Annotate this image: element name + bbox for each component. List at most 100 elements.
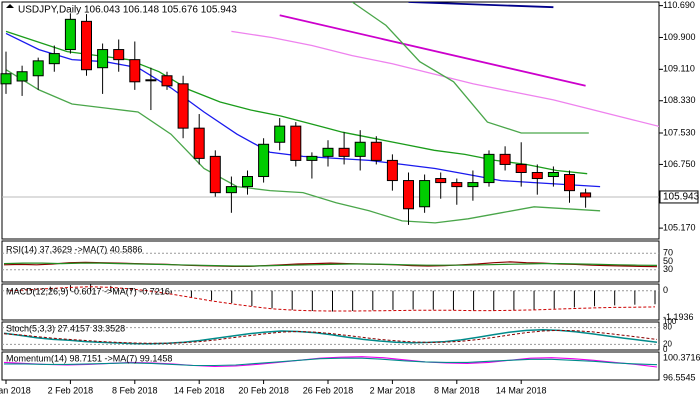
candle-body [306, 155, 318, 161]
rsi-axis-label: 50 [663, 256, 673, 266]
candle-body [419, 180, 431, 208]
momentum-axis-label: 96.5545 [663, 373, 696, 383]
stoch-line [3, 329, 658, 345]
candle-body [274, 125, 286, 143]
candle [322, 140, 334, 167]
candle [113, 39, 125, 72]
macd-axis-label: 0 [663, 285, 668, 295]
stoch-title: Stoch(5,3,3) 27.4157 33.3528 [6, 323, 125, 333]
candle [258, 138, 270, 183]
price-axis-label: 107.530 [663, 127, 696, 137]
price-overlay-line [279, 14, 586, 87]
stoch-pane [1, 321, 660, 351]
candle [403, 172, 414, 225]
candle [515, 142, 527, 187]
candle [32, 57, 44, 90]
price-axis-label: 109.110 [663, 64, 695, 74]
candle-body [16, 71, 28, 82]
x-axis-label: 26 Feb 2018 [303, 385, 354, 395]
current-price-box [659, 190, 699, 204]
rsi-pane [1, 240, 660, 283]
candle-body [386, 159, 398, 182]
price-axis-label: 110.690 [663, 0, 695, 10]
x-axis-label: 29 Jan 2018 [0, 385, 31, 395]
candle-body [97, 49, 109, 69]
candle [209, 150, 221, 197]
candle [354, 130, 366, 171]
candle [338, 132, 350, 165]
price-overlay-line [351, 2, 589, 134]
price-axis-label: 109.900 [663, 32, 696, 42]
stoch-line [3, 329, 658, 344]
macd-title: MACD(12,26,9) -0.6017 ->MA(7) -0.7216 [6, 286, 170, 296]
macd-signal-line [9, 286, 656, 312]
candle-body [499, 153, 511, 165]
candle-body [564, 174, 575, 192]
price-axis-label: 106.750 [663, 159, 696, 169]
candle-body [403, 180, 414, 210]
candle-body [32, 60, 44, 77]
stoch-axis-label: 100 [663, 317, 677, 326]
candle [451, 178, 463, 205]
candle [193, 114, 205, 165]
collapse-icon [6, 4, 14, 8]
candle-body [435, 178, 447, 184]
candle-body [0, 73, 12, 85]
rsi-axis-label: 70 [663, 248, 673, 258]
candle-body [547, 171, 559, 178]
candle [547, 166, 559, 187]
candle-body [129, 59, 141, 83]
price-axis-label: 108.330 [663, 95, 696, 105]
price-overlay-line [5, 69, 601, 224]
candle [97, 43, 109, 94]
candle-body [81, 20, 92, 71]
stoch-axis-label: 0 [663, 345, 668, 354]
candle [177, 75, 189, 139]
stoch-axis-label: 20 [663, 340, 672, 349]
price-header: USDJPY,Daily 106.043 106.148 105.676 105… [18, 5, 237, 16]
current-price-label: 105.943 [663, 192, 700, 203]
candle [370, 136, 382, 165]
candle-body [209, 155, 221, 194]
candle-body [290, 125, 302, 161]
candle [0, 51, 12, 94]
candle [435, 172, 447, 199]
candle [64, 13, 76, 54]
candle [564, 170, 575, 203]
macd-pane [1, 283, 660, 321]
candle-body [451, 182, 463, 188]
x-axis-label: 2 Mar 2018 [370, 385, 416, 395]
candle-body [193, 127, 205, 159]
candle [161, 71, 173, 90]
candle [306, 152, 318, 179]
x-axis-label: 2 Feb 2018 [48, 385, 94, 395]
candle-body [161, 75, 173, 87]
candle-body [64, 18, 76, 51]
candle-body [48, 53, 60, 65]
candle-body [242, 176, 253, 188]
candle-body [338, 147, 350, 157]
candle-body [483, 153, 495, 184]
candle [290, 122, 302, 167]
candle [145, 67, 157, 111]
rsi-line [3, 262, 658, 267]
candle [16, 65, 28, 96]
price-overlay-line [231, 30, 659, 128]
candle [467, 170, 479, 201]
candle-body [370, 141, 382, 161]
candle [242, 170, 253, 195]
candle-body [225, 186, 237, 194]
x-axis-label: 8 Mar 2018 [434, 385, 480, 395]
rsi-axis-label: 30 [663, 264, 673, 274]
candle [81, 14, 92, 76]
x-axis-label: 8 Feb 2018 [112, 385, 158, 395]
price-axis-label: 105.170 [663, 222, 696, 232]
x-axis-label: 20 Feb 2018 [238, 385, 289, 395]
candle-body [515, 163, 527, 173]
candle [499, 146, 511, 171]
x-axis-label: 14 Feb 2018 [174, 385, 225, 395]
candle-body [580, 192, 592, 198]
candle [225, 176, 237, 213]
